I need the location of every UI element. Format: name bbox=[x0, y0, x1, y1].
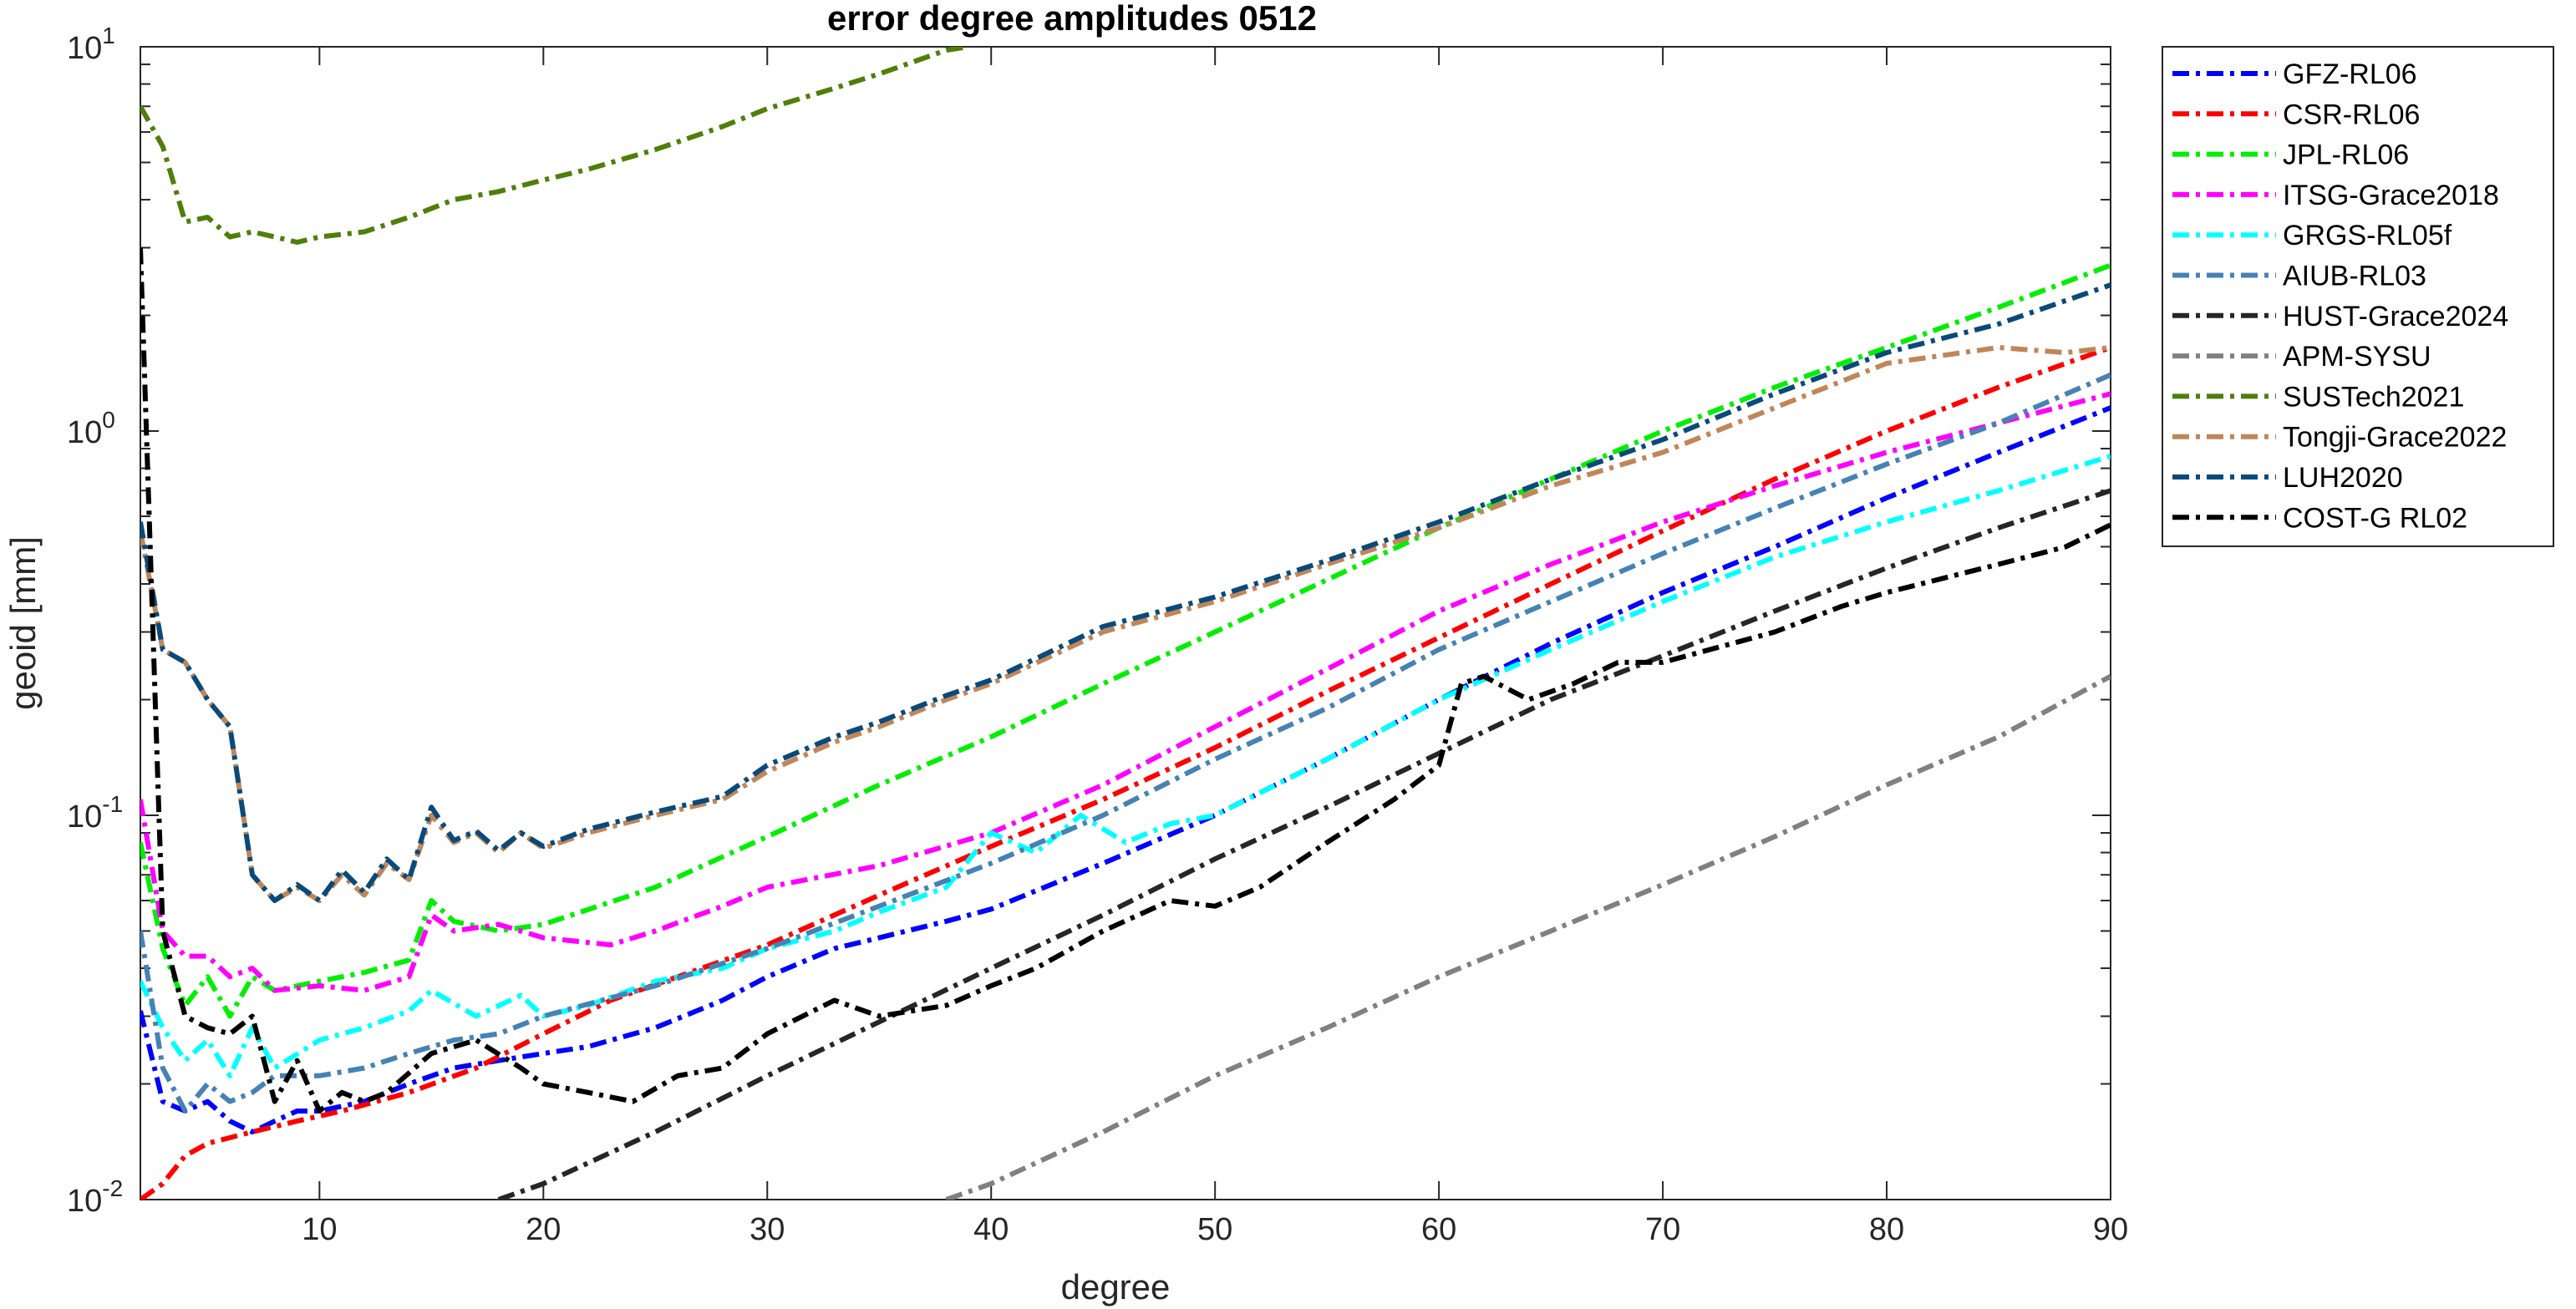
y-tick-label: 10-1 bbox=[67, 791, 123, 835]
chart-title: error degree amplitudes 0512 bbox=[827, 0, 1317, 38]
legend-entry: SUSTech2021 bbox=[2283, 381, 2464, 413]
legend-entry: GRGS-RL05f bbox=[2283, 220, 2452, 251]
y-tick-label: 10-2 bbox=[67, 1175, 123, 1219]
x-tick-label: 80 bbox=[1869, 1212, 1904, 1247]
x-tick-label: 40 bbox=[973, 1212, 1009, 1247]
series-line-cost-g-rl02 bbox=[140, 247, 2111, 1114]
series-line-aiub-rl03 bbox=[140, 373, 2111, 1114]
x-tick-label: 50 bbox=[1197, 1212, 1232, 1247]
legend-entry: APM-SYSU bbox=[2283, 341, 2431, 373]
x-tick-label: 30 bbox=[749, 1212, 785, 1247]
legend-entry: GFZ-RL06 bbox=[2283, 58, 2417, 90]
legend-entry: CSR-RL06 bbox=[2283, 99, 2420, 130]
legend-entry: Tongji-Grace2022 bbox=[2283, 422, 2507, 454]
legend-entry: AIUB-RL03 bbox=[2283, 261, 2426, 292]
y-tick-base: 10 bbox=[67, 31, 102, 66]
y-tick-label: 100 bbox=[67, 407, 115, 450]
series-line-hust-grace2024 bbox=[497, 488, 2111, 1200]
y-tick-base: 10 bbox=[67, 799, 102, 835]
legend: GFZ-RL06 CSR-RL06 JPL-RL06 ITSG-Grace2018 GR… bbox=[2162, 46, 2554, 547]
y-tick-base: 10 bbox=[67, 1184, 102, 1219]
y-tick-exponent: -1 bbox=[102, 791, 123, 817]
y-tick-exponent: 0 bbox=[102, 407, 115, 433]
legend-entry: JPL-RL06 bbox=[2283, 140, 2409, 171]
series-line-apm-sysu bbox=[945, 673, 2111, 1200]
legend-entry: COST-G RL02 bbox=[2283, 502, 2467, 534]
legend-box bbox=[2162, 46, 2554, 547]
y-tick-exponent: 1 bbox=[102, 23, 115, 48]
series-line-gfz-rl06 bbox=[140, 405, 2111, 1134]
series-line-itsg-grace2018 bbox=[140, 391, 2111, 993]
x-tick-label: 10 bbox=[302, 1212, 337, 1247]
x-axis-label: degree bbox=[1061, 1267, 1171, 1306]
series-line-grgs-rl05f bbox=[140, 454, 2111, 1078]
x-ticks: 10 20 30 40 50 60 70 80 90 bbox=[302, 47, 2128, 1247]
y-tick-exponent: -2 bbox=[102, 1175, 123, 1201]
y-axis-label: geoid [mm] bbox=[3, 536, 43, 710]
legend-items: GFZ-RL06 CSR-RL06 JPL-RL06 ITSG-Grace2018 GR… bbox=[2172, 58, 2508, 534]
series-line-luh2020 bbox=[140, 282, 2111, 904]
x-tick-label: 70 bbox=[1645, 1212, 1680, 1247]
x-tick-label: 90 bbox=[2093, 1212, 2128, 1247]
series-line-sustech2021 bbox=[140, 47, 969, 245]
y-tick-base: 10 bbox=[67, 415, 102, 450]
y-tick-label: 101 bbox=[67, 23, 115, 66]
legend-entry: HUST-Grace2024 bbox=[2283, 301, 2508, 332]
x-tick-label: 20 bbox=[526, 1212, 561, 1247]
legend-entry: ITSG-Grace2018 bbox=[2283, 180, 2499, 211]
series-line-csr-rl06 bbox=[140, 345, 2111, 1200]
series-lines bbox=[140, 47, 2111, 1200]
minor-ticks bbox=[140, 63, 2111, 1085]
legend-entry: LUH2020 bbox=[2283, 462, 2403, 494]
x-tick-label: 60 bbox=[1421, 1212, 1456, 1247]
